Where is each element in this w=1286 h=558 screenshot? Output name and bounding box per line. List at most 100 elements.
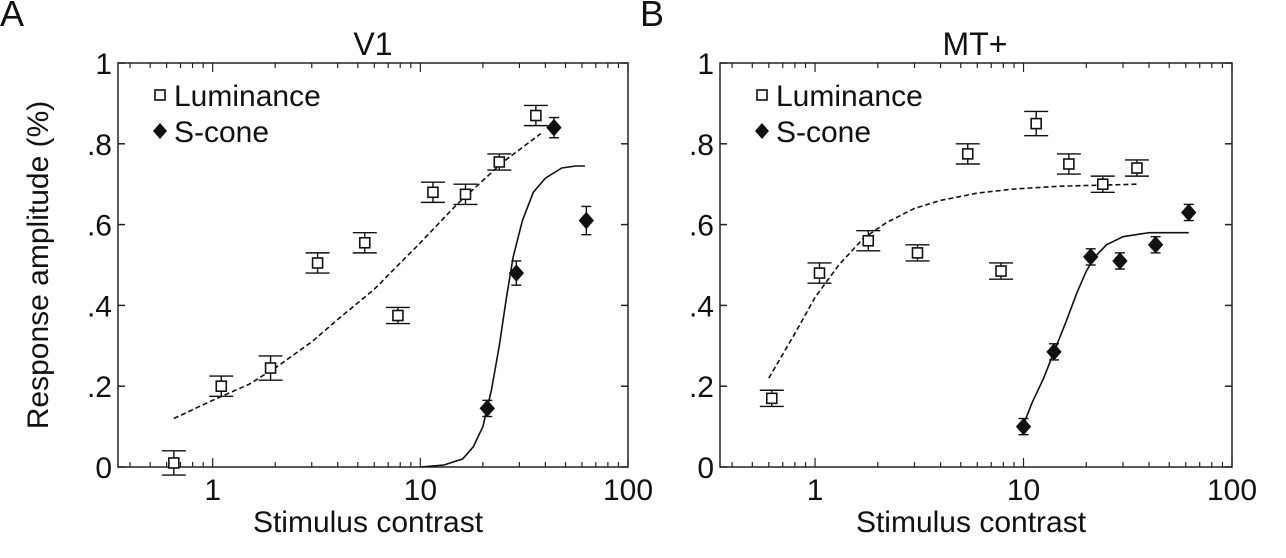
x-tick-label: 100 <box>603 474 653 507</box>
legend-marker-diamond <box>755 123 769 139</box>
marker-diamond <box>1083 248 1099 266</box>
data-point-s-cone <box>1112 252 1128 270</box>
panel-letter: B <box>640 0 664 34</box>
fit-line-s-cone <box>1022 231 1189 425</box>
marker-diamond <box>1147 236 1164 254</box>
data-point-s-cone <box>508 260 525 286</box>
marker-diamond <box>1046 343 1062 361</box>
data-point-luminance <box>305 252 330 274</box>
data-point-s-cone <box>1046 343 1062 361</box>
legend-label: Luminance <box>776 80 923 113</box>
x-tick-label: 100 <box>1207 474 1257 507</box>
marker-diamond <box>1181 203 1197 222</box>
marker-square <box>813 267 826 279</box>
y-tick-label: 0 <box>95 452 112 485</box>
legend-label: S-cone <box>776 116 871 149</box>
data-point-luminance <box>420 181 445 204</box>
data-point-luminance <box>209 375 234 397</box>
data-point-luminance <box>523 104 548 127</box>
data-point-luminance <box>989 262 1014 280</box>
y-tick-label: .8 <box>689 129 714 162</box>
data-point-s-cone <box>578 205 594 236</box>
y-tick-label: .4 <box>87 290 112 323</box>
marker-diamond <box>578 211 594 230</box>
data-point-s-cone <box>479 399 495 418</box>
y-tick-label: .2 <box>689 371 714 404</box>
chart-panel-b: B MT+ 0 .2 .4 .6 .8 1 1 10 100 Stimulus contrast Lum… <box>640 0 1257 539</box>
marker-diamond <box>546 118 562 137</box>
data-point-luminance <box>161 450 186 476</box>
y-axis-label: Response amplitude (%) <box>22 101 55 430</box>
marker-square <box>427 186 439 199</box>
data-point-luminance <box>759 389 784 408</box>
data-point-s-cone <box>1083 248 1099 266</box>
chart-title: MT+ <box>943 26 1008 62</box>
data-point-luminance <box>1124 159 1149 177</box>
marker-diamond <box>1015 417 1032 436</box>
y-tick-label: .6 <box>87 210 112 243</box>
chart-panel-a: A V1 0 .2 .4 .6 .8 1 1 10 100 Stimulus contrast Resp… <box>0 0 653 539</box>
y-tick-label: 1 <box>697 48 714 81</box>
series-luminance <box>759 110 1149 408</box>
data-point-luminance <box>1024 110 1049 137</box>
chart-title: V1 <box>353 26 392 62</box>
marker-square <box>1030 117 1042 130</box>
marker-square <box>311 257 324 269</box>
data-point-luminance <box>1090 175 1115 193</box>
x-tick-label: 1 <box>204 474 221 507</box>
fit-line-s-cone <box>420 165 585 468</box>
y-tick-label: .4 <box>689 290 714 323</box>
marker-diamond <box>1112 252 1128 270</box>
plot-frame <box>117 62 629 468</box>
data-point-luminance <box>258 355 283 381</box>
marker-square <box>358 236 371 249</box>
marker-square <box>995 265 1007 277</box>
marker-square <box>1131 162 1143 174</box>
data-point-luminance <box>905 244 930 262</box>
y-tick-label: 1 <box>95 48 112 81</box>
marker-square <box>1063 158 1075 170</box>
legend-marker-square <box>756 89 768 101</box>
data-point-luminance <box>807 262 832 284</box>
data-point-luminance <box>856 229 881 252</box>
panel-letter: A <box>0 0 24 34</box>
fit-line-luminance <box>768 183 1137 379</box>
marker-square <box>765 392 778 405</box>
data-point-luminance <box>955 143 980 165</box>
x-tick-label: 10 <box>404 474 437 507</box>
data-point-luminance <box>1056 153 1081 175</box>
y-tick-label: 0 <box>697 452 714 485</box>
marker-diamond <box>479 399 495 418</box>
x-tick-label: 10 <box>1007 474 1040 507</box>
data-point-s-cone <box>1147 236 1164 254</box>
y-tick-label: .8 <box>87 129 112 162</box>
data-point-s-cone <box>546 116 562 139</box>
marker-square <box>215 380 228 393</box>
x-axis-label: Stimulus contrast <box>253 506 484 539</box>
marker-square <box>530 109 542 122</box>
marker-square <box>1096 178 1109 190</box>
marker-diamond <box>508 264 525 282</box>
y-tick-label: .2 <box>87 371 112 404</box>
legend-marker-square <box>154 89 166 101</box>
marker-square <box>961 148 974 160</box>
data-point-s-cone <box>1181 203 1197 222</box>
marker-square <box>392 309 404 322</box>
data-point-luminance <box>487 153 512 171</box>
series-s-cone <box>1015 203 1197 436</box>
data-point-luminance <box>385 306 410 325</box>
marker-square <box>168 457 180 469</box>
data-point-s-cone <box>1015 417 1032 436</box>
marker-square <box>911 247 924 259</box>
x-tick-label: 1 <box>807 474 824 507</box>
data-point-luminance <box>453 183 478 206</box>
marker-square <box>459 188 472 201</box>
legend-label: Luminance <box>174 80 321 113</box>
plot-frame <box>719 62 1233 468</box>
series-luminance <box>161 104 548 476</box>
data-point-luminance <box>352 231 377 254</box>
series-s-cone <box>420 116 594 468</box>
